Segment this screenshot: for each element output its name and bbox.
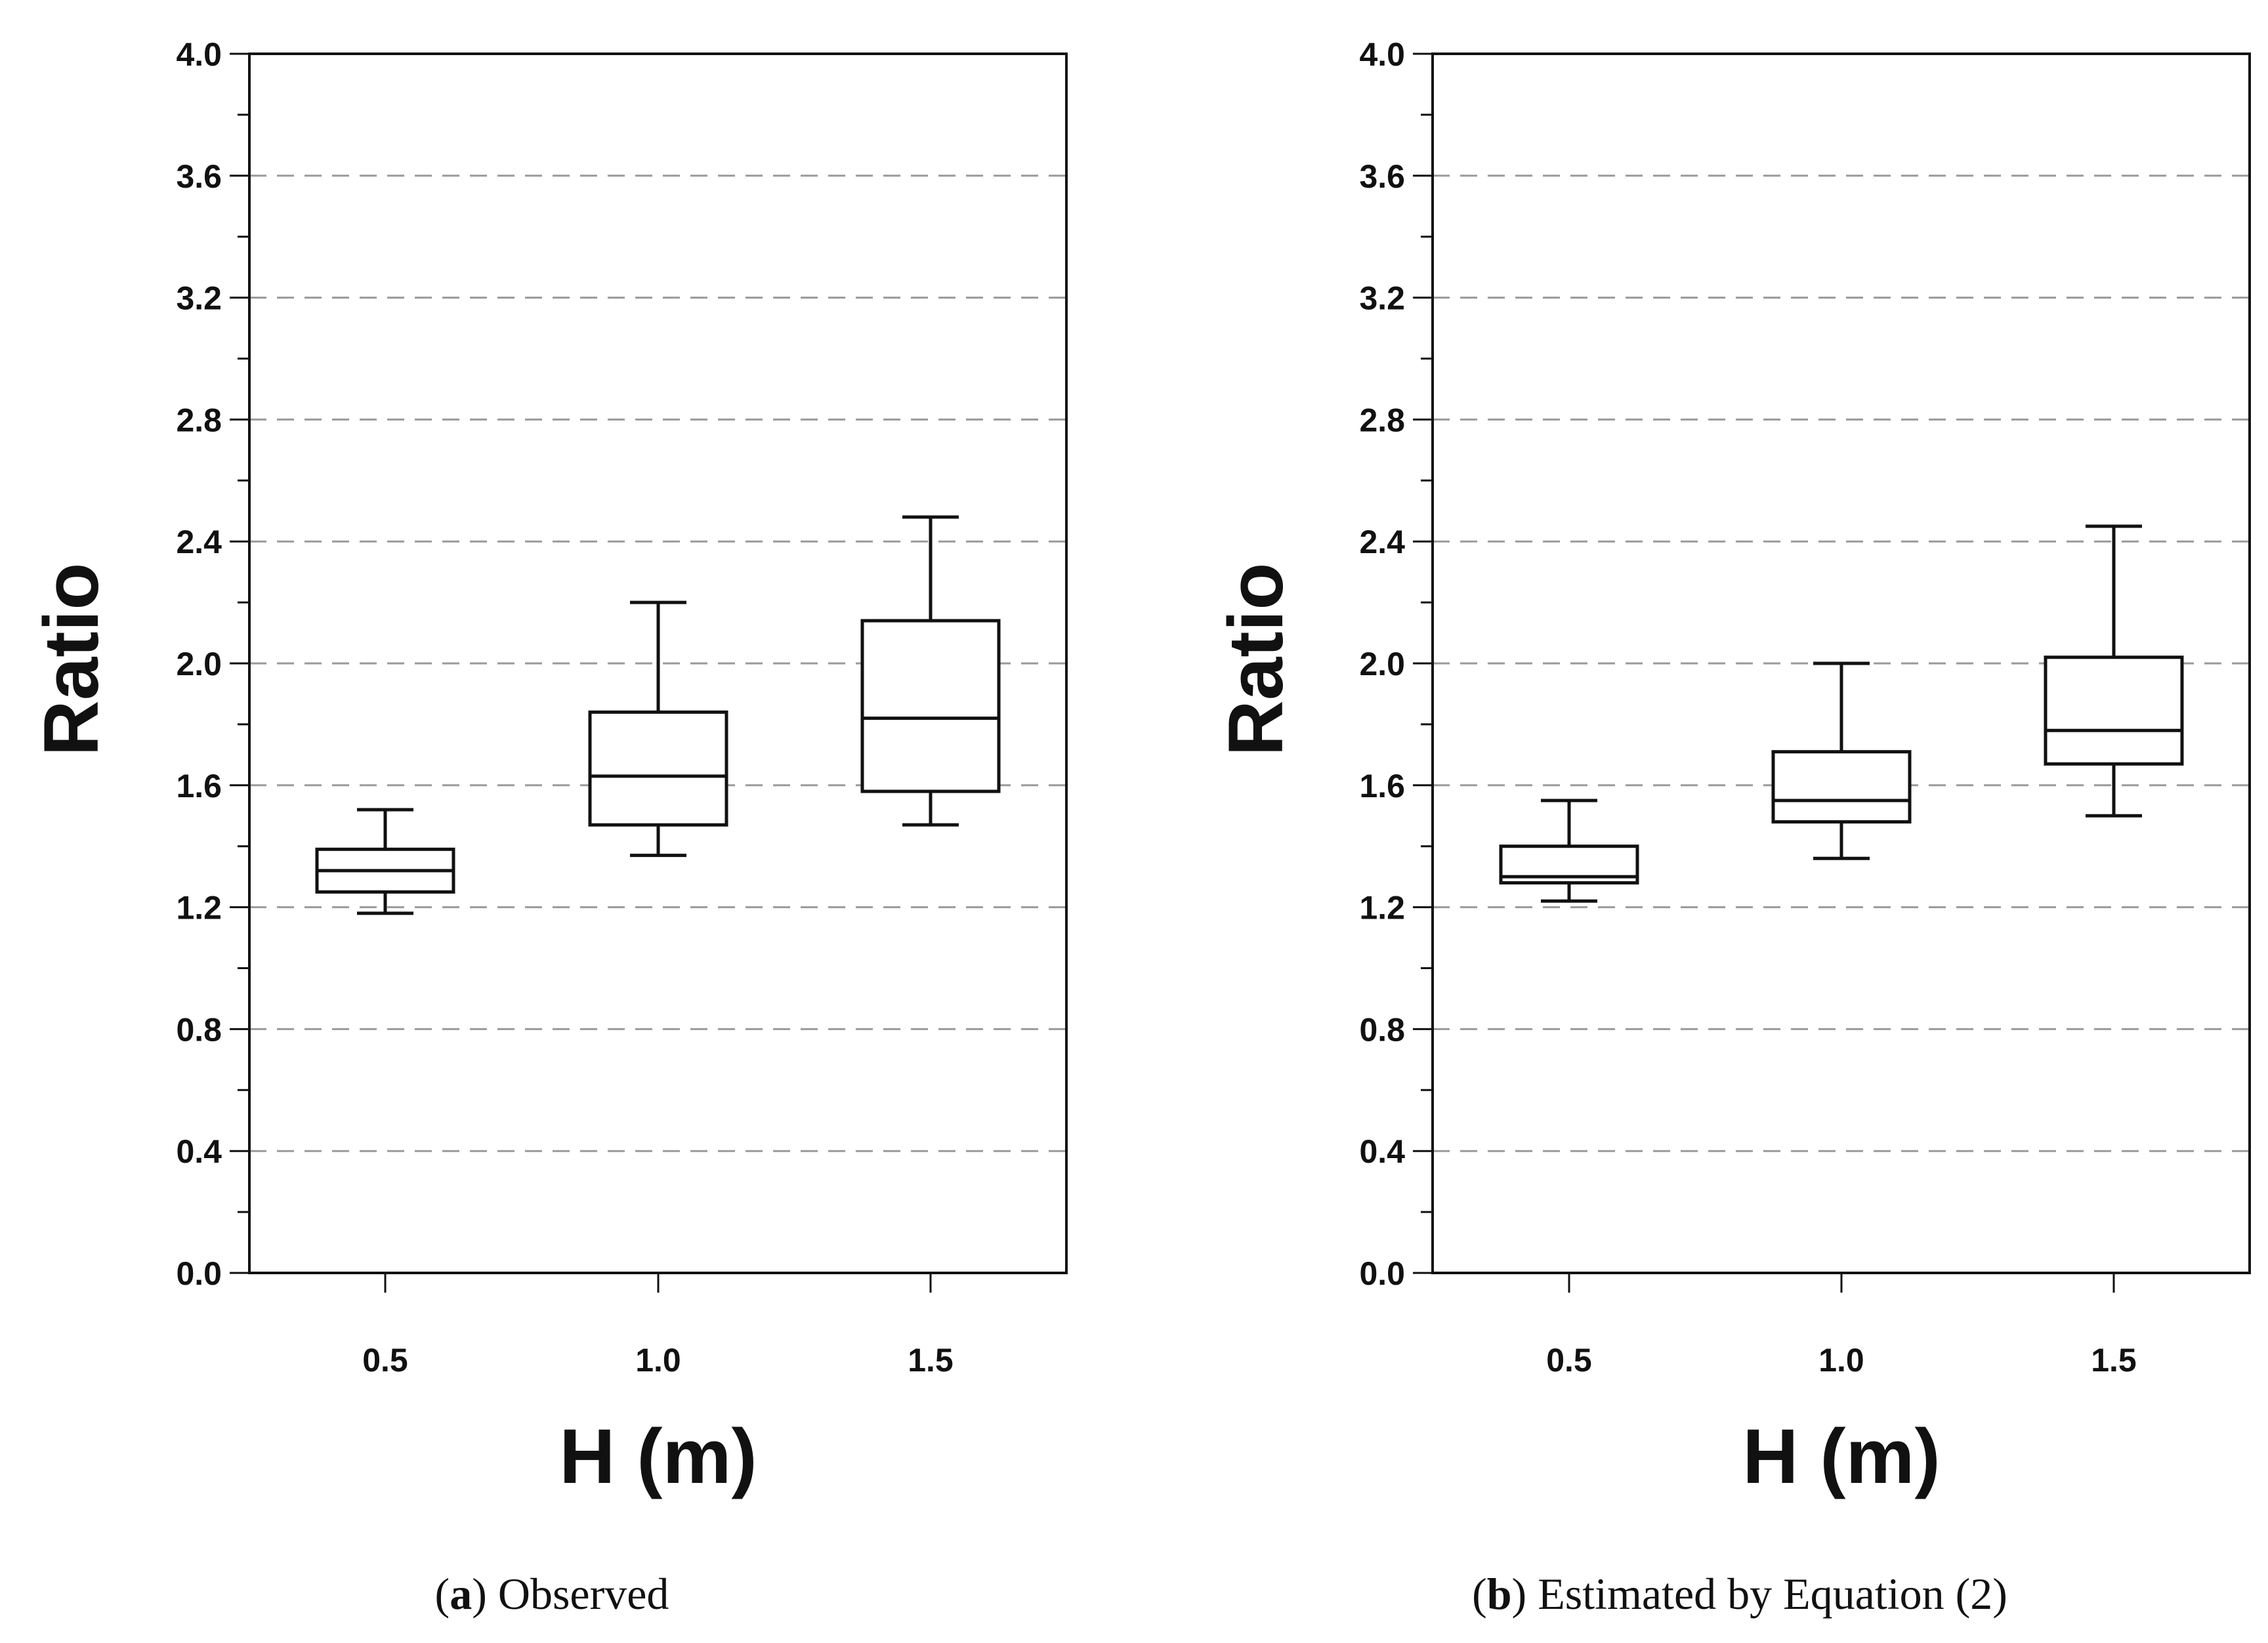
y-tick-label: 2.0 [1359, 646, 1405, 682]
y-tick-label: 3.2 [1359, 280, 1405, 317]
iqr-box [1771, 750, 1912, 824]
x-tick-label: 0.5 [362, 1342, 408, 1379]
box-1.5 [2044, 524, 2184, 818]
x-axis-title: H (m) [1742, 1413, 1941, 1500]
y-axis-title: Ratio [28, 563, 115, 757]
iqr-box [860, 619, 1001, 793]
y-tick-label: 4.0 [176, 36, 222, 73]
y-tick-label: 2.8 [176, 402, 222, 438]
iqr-box [588, 710, 728, 827]
panel-letter: a [450, 1569, 472, 1619]
y-tick-label: 0.0 [1359, 1255, 1405, 1292]
x-tick-label: 1.0 [1818, 1342, 1864, 1379]
iqr-box [2044, 655, 2184, 766]
y-tick-label: 0.8 [176, 1011, 222, 1048]
x-tick-label: 1.5 [908, 1342, 954, 1379]
panel-caption: (b) Estimated by Equation (2) [1472, 1569, 2007, 1619]
y-tick-label: 2.4 [176, 524, 222, 560]
x-tick-label: 0.5 [1546, 1342, 1592, 1379]
box-0.5 [1499, 799, 1639, 903]
y-tick-label: 1.6 [176, 768, 222, 804]
y-axis-title: Ratio [1213, 563, 1299, 757]
y-tick-label: 3.6 [1359, 158, 1405, 195]
y-tick-label: 4.0 [1359, 36, 1405, 73]
y-tick-label: 2.0 [176, 646, 222, 682]
y-tick-label: 1.2 [176, 890, 222, 926]
box-1.0 [588, 600, 728, 858]
y-tick-label: 2.4 [1359, 524, 1405, 560]
y-tick-label: 1.6 [1359, 768, 1405, 804]
box-1.5 [860, 515, 1001, 827]
panel-caption: (a) Observed [435, 1569, 669, 1619]
panel-b-estimated: 0.0 0.4 0.8 1.2 1.6 2.0 2.4 2.8 3.2 3.6 4.0 0.5 1.0 1… [1213, 36, 2251, 1619]
y-tick-label: 0.8 [1359, 1011, 1405, 1048]
x-tick-label: 1.0 [635, 1342, 681, 1379]
y-tick-label: 0.4 [176, 1133, 222, 1170]
y-tick-label: 2.8 [1359, 402, 1405, 438]
box-1.0 [1771, 661, 1912, 860]
box-0.5 [315, 808, 455, 915]
y-tick-label: 0.0 [176, 1255, 222, 1292]
x-axis-title: H (m) [559, 1413, 757, 1500]
y-tick-label: 3.2 [176, 280, 222, 317]
panel-letter: b [1487, 1569, 1512, 1619]
y-tick-label: 0.4 [1359, 1133, 1405, 1170]
panel-a-observed: 0.0 0.4 0.8 1.2 1.6 2.0 2.4 2.8 3.2 3.6 4.0 0.5 1.0 1… [28, 36, 1068, 1619]
x-tick-label: 1.5 [2091, 1342, 2137, 1379]
y-tick-label: 1.2 [1359, 890, 1405, 926]
y-tick-label: 3.6 [176, 158, 222, 195]
